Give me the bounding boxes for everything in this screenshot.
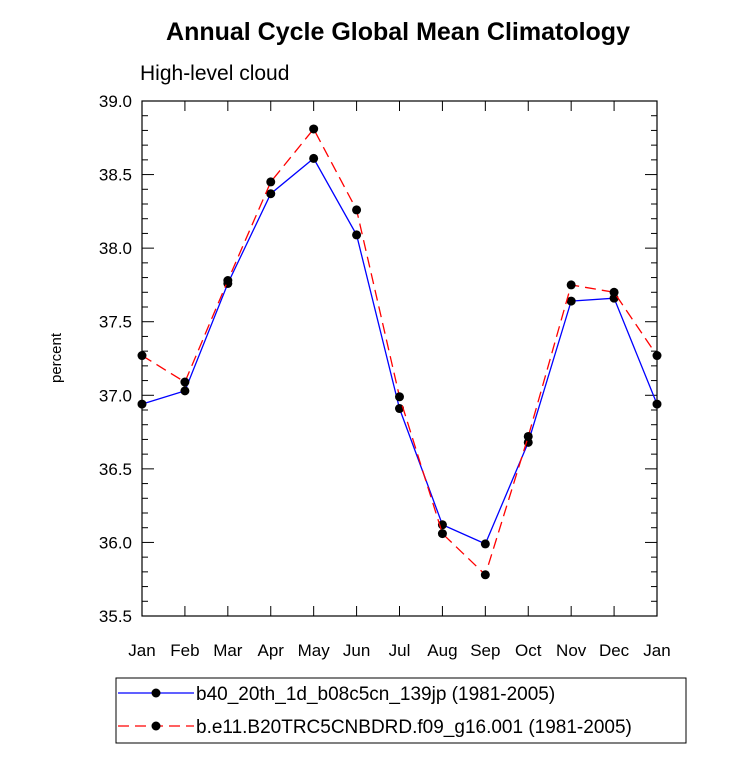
series-1 bbox=[137, 153, 662, 549]
y-tick-label: 39.0 bbox=[99, 92, 132, 111]
plot-frame bbox=[141, 100, 658, 617]
y-axis-label: percent bbox=[48, 332, 65, 383]
data-point bbox=[137, 351, 147, 361]
legend: b40_20th_1d_b08c5cn_139jp (1981-2005) b.e… bbox=[118, 684, 632, 738]
x-tick-label: Sep bbox=[470, 641, 500, 660]
y-tick-label: 38.5 bbox=[99, 166, 132, 185]
legend-box bbox=[115, 677, 687, 744]
x-tick-label: Jan bbox=[128, 641, 155, 660]
data-point bbox=[480, 539, 490, 549]
data-point bbox=[652, 399, 662, 409]
data-point bbox=[566, 296, 576, 306]
data-point bbox=[223, 276, 233, 286]
data-point bbox=[309, 153, 319, 163]
x-tick-label: Jun bbox=[343, 641, 370, 660]
chart-subtitle: High-level cloud bbox=[140, 62, 289, 85]
axis-tick-labels: Jan Feb Mar Apr May Jun Jul Aug Sep Oct Nov Dec Jan 3… bbox=[99, 92, 671, 660]
legend-label: b.e11.B20TRC5CNBDRD.f09_g16.001 (1981-20… bbox=[196, 717, 632, 738]
data-point bbox=[352, 230, 362, 240]
chart-title: Annual Cycle Global Mean Climatology bbox=[166, 18, 630, 46]
series-line bbox=[141, 127, 658, 576]
data-point bbox=[309, 124, 319, 134]
y-tick-label: 37.0 bbox=[99, 386, 132, 405]
data-point bbox=[266, 189, 276, 199]
data-point bbox=[352, 205, 362, 215]
y-tick-label: 36.5 bbox=[99, 460, 132, 479]
x-tick-label: May bbox=[298, 641, 331, 660]
axis-ticks bbox=[141, 100, 658, 617]
x-tick-label: Jul bbox=[389, 641, 411, 660]
data-point bbox=[395, 392, 404, 402]
series-2 bbox=[137, 124, 662, 580]
data-point bbox=[480, 570, 490, 580]
y-tick-label: 38.0 bbox=[99, 239, 132, 258]
x-tick-label: Apr bbox=[258, 641, 285, 660]
x-tick-label: Jan bbox=[643, 641, 670, 660]
series-layer bbox=[137, 124, 662, 580]
legend-marker bbox=[151, 721, 161, 731]
data-point bbox=[437, 529, 447, 539]
x-tick-label: Oct bbox=[515, 641, 542, 660]
x-tick-label: Mar bbox=[213, 641, 243, 660]
x-tick-label: Feb bbox=[170, 641, 199, 660]
data-point bbox=[566, 280, 576, 290]
series-line bbox=[141, 157, 658, 545]
x-tick-label: Nov bbox=[556, 641, 587, 660]
legend-label: b40_20th_1d_b08c5cn_139jp (1981-2005) bbox=[196, 684, 555, 705]
data-point bbox=[180, 386, 190, 396]
data-point bbox=[652, 351, 662, 361]
y-tick-label: 35.5 bbox=[99, 607, 132, 626]
data-point bbox=[137, 399, 147, 409]
data-point bbox=[266, 177, 276, 187]
x-tick-label: Aug bbox=[427, 641, 457, 660]
data-point bbox=[523, 431, 533, 441]
data-point bbox=[609, 287, 619, 297]
x-tick-label: Dec bbox=[599, 641, 630, 660]
y-tick-label: 36.0 bbox=[99, 533, 132, 552]
data-point bbox=[180, 377, 190, 387]
y-tick-label: 37.5 bbox=[99, 313, 132, 332]
data-point bbox=[395, 404, 404, 414]
legend-marker bbox=[151, 688, 161, 698]
